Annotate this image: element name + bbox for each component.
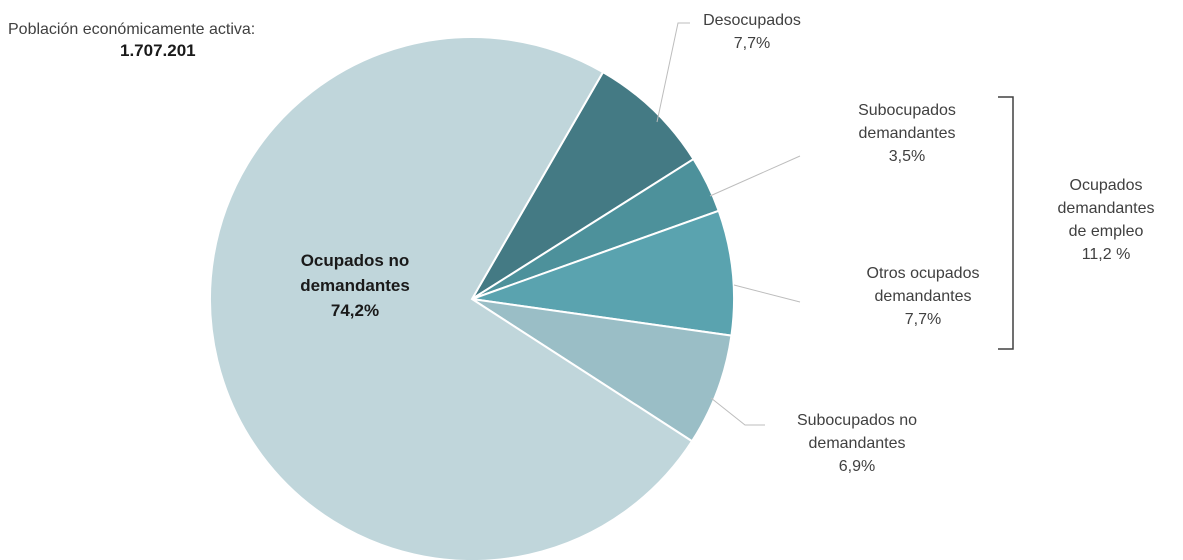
slice-value-subocupados-demandantes: 3,5% [889, 148, 925, 165]
header-label: Población económicamente activa: [8, 21, 255, 38]
group-label: Ocupados [1070, 177, 1143, 194]
slice-otros-ocupados-demandantes [471, 209, 735, 337]
slice-label-otros-ocupados-demandantes: demandantes [875, 288, 972, 305]
slice-value-subocupados-no-demandantes: 6,9% [839, 458, 875, 475]
slice-label-ocupados-no-demandantes: demandantes [300, 276, 410, 295]
slice-label-otros-ocupados-demandantes: Otros ocupados [867, 265, 980, 282]
slice-label-subocupados-demandantes: Subocupados [858, 102, 956, 119]
slice-label-subocupados-demandantes: demandantes [859, 125, 956, 142]
pie-slices [209, 36, 735, 560]
slice-label-ocupados-no-demandantes: Ocupados no [301, 251, 410, 270]
group-label: de empleo [1069, 223, 1144, 240]
leader-lines [656, 22, 801, 426]
slice-label-subocupados-no-demandantes: demandantes [809, 435, 906, 452]
leader-subocupados-no-demandantes [710, 397, 765, 426]
slice-desocupados [471, 70, 695, 300]
leader-desocupados [656, 22, 690, 123]
group-annotation: Ocupados demandantes de empleo 11,2 % [998, 96, 1155, 350]
slice-subocupados-no-demandantes [471, 298, 733, 443]
slice-labels: Desocupados 7,7% Subocupados demandantes 3,5… [300, 12, 979, 475]
slice-label-subocupados-no-demandantes: Subocupados no [797, 412, 917, 429]
leader-subocupados-demandantes [709, 155, 801, 197]
slice-value-desocupados: 7,7% [734, 35, 770, 52]
slice-value-ocupados-no-demandantes: 74,2% [331, 301, 379, 320]
slice-label-desocupados: Desocupados [703, 12, 801, 29]
group-bracket [998, 96, 1014, 350]
slice-value-otros-ocupados-demandantes: 7,7% [905, 311, 941, 328]
leader-otros-ocupados-demandantes [733, 284, 801, 303]
group-value: 11,2 % [1082, 246, 1131, 263]
slice-ocupados-no-demandantes [209, 36, 694, 560]
header-value: 1.707.201 [120, 41, 196, 60]
group-label: demandantes [1058, 200, 1155, 217]
